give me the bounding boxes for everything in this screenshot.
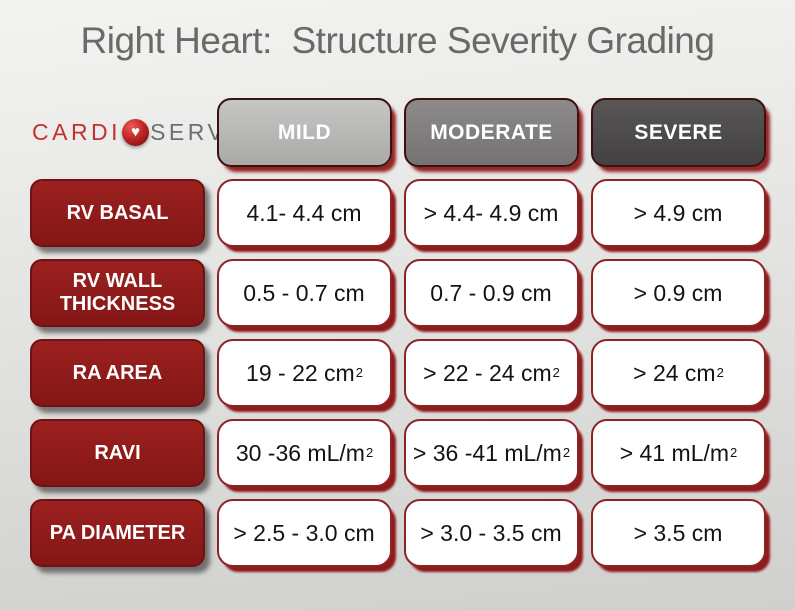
page-title: Right Heart: Structure Severity Grading bbox=[80, 20, 715, 61]
cell-value: > 0.9 cm bbox=[633, 279, 723, 306]
cell-ravi-moderate: > 36 -41 mL/m 2 bbox=[404, 419, 579, 487]
cell-value: > 3.0 - 3.5 cm bbox=[420, 519, 562, 546]
cell-rv-basal-moderate: > 4.4- 4.9 cm bbox=[404, 179, 579, 247]
cell-value: > 41 mL/m bbox=[619, 439, 730, 466]
severity-grading-table: CARDI ♥ SERV MILD MODERATE SEVERE RV BASAL… bbox=[30, 98, 766, 567]
cell-ra-area-severe: > 24 cm 2 bbox=[591, 339, 766, 407]
cell-ra-area-mild: 19 - 22 cm 2 bbox=[217, 339, 392, 407]
cell-value: > 4.4- 4.9 cm bbox=[423, 199, 559, 226]
row-header-rv-basal: RV BASAL bbox=[30, 179, 205, 247]
cell-value: 0.7 - 0.9 cm bbox=[430, 279, 552, 306]
row-header-ravi: RAVI bbox=[30, 419, 205, 487]
cell-value: > 3.5 cm bbox=[633, 519, 723, 546]
cell-ravi-severe: > 41 mL/m 2 bbox=[591, 419, 766, 487]
cell-rv-wall-severe: > 0.9 cm bbox=[591, 259, 766, 327]
heart-glyph: ♥ bbox=[131, 123, 141, 141]
heart-icon: ♥ bbox=[122, 119, 150, 146]
cell-rv-basal-mild: 4.1- 4.4 cm bbox=[217, 179, 392, 247]
column-header-severe: SEVERE bbox=[591, 98, 766, 167]
logo-text-cardi: CARDI bbox=[32, 119, 122, 145]
cell-ra-area-moderate: > 22 - 24 cm 2 bbox=[404, 339, 579, 407]
cell-pa-diameter-mild: > 2.5 - 3.0 cm bbox=[217, 499, 392, 567]
row-header-rv-wall-thickness: RV WALL THICKNESS bbox=[30, 259, 205, 327]
cell-value: > 36 -41 mL/m bbox=[412, 439, 562, 466]
cell-value: 0.5 - 0.7 cm bbox=[243, 279, 365, 306]
cell-ravi-mild: 30 -36 mL/m 2 bbox=[217, 419, 392, 487]
cell-value: 19 - 22 cm bbox=[246, 359, 355, 386]
cell-value: > 22 - 24 cm bbox=[423, 359, 552, 386]
cell-value: 30 -36 mL/m bbox=[235, 439, 365, 466]
column-header-mild: MILD bbox=[217, 98, 392, 167]
row-header-ra-area: RA AREA bbox=[30, 339, 205, 407]
cell-value: > 2.5 - 3.0 cm bbox=[233, 519, 375, 546]
cell-pa-diameter-moderate: > 3.0 - 3.5 cm bbox=[404, 499, 579, 567]
cell-value: > 24 cm bbox=[633, 359, 716, 386]
logo-text-serv: SERV bbox=[150, 119, 227, 145]
cell-pa-diameter-severe: > 3.5 cm bbox=[591, 499, 766, 567]
cell-rv-wall-moderate: 0.7 - 0.9 cm bbox=[404, 259, 579, 327]
cell-value: > 4.9 cm bbox=[633, 199, 723, 226]
cardioserv-logo: CARDI ♥ SERV bbox=[30, 98, 223, 167]
cell-rv-wall-mild: 0.5 - 0.7 cm bbox=[217, 259, 392, 327]
cell-value: 4.1- 4.4 cm bbox=[246, 199, 362, 226]
cell-rv-basal-severe: > 4.9 cm bbox=[591, 179, 766, 247]
column-header-moderate: MODERATE bbox=[404, 98, 579, 167]
row-header-pa-diameter: PA DIAMETER bbox=[30, 499, 205, 567]
